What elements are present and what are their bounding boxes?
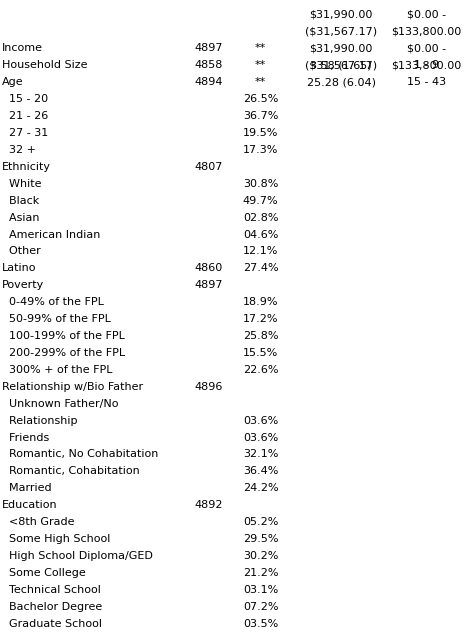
Text: 30.8%: 30.8% bbox=[243, 179, 278, 189]
Text: Asian: Asian bbox=[2, 213, 40, 223]
Text: 300% + of the FPL: 300% + of the FPL bbox=[2, 365, 113, 375]
Text: 18.9%: 18.9% bbox=[243, 297, 278, 308]
Text: 15 - 43: 15 - 43 bbox=[407, 77, 446, 87]
Text: $133,800.00: $133,800.00 bbox=[392, 26, 462, 37]
Text: 1 - 9: 1 - 9 bbox=[414, 60, 439, 71]
Text: $0.00 -: $0.00 - bbox=[407, 44, 446, 53]
Text: Friends: Friends bbox=[2, 433, 50, 442]
Text: Latino: Latino bbox=[2, 263, 37, 273]
Text: Romantic, No Cohabitation: Romantic, No Cohabitation bbox=[2, 449, 159, 460]
Text: 17.2%: 17.2% bbox=[243, 314, 278, 324]
Text: ($31,567.17): ($31,567.17) bbox=[305, 26, 377, 37]
Text: Bachelor Degree: Bachelor Degree bbox=[2, 602, 102, 612]
Text: 15 - 20: 15 - 20 bbox=[2, 94, 48, 104]
Text: $31,990.00: $31,990.00 bbox=[310, 44, 373, 53]
Text: Relationship: Relationship bbox=[2, 415, 78, 426]
Text: 04.6%: 04.6% bbox=[243, 230, 278, 239]
Text: **: ** bbox=[255, 44, 266, 53]
Text: Some College: Some College bbox=[2, 568, 86, 578]
Text: Household Size: Household Size bbox=[2, 60, 88, 71]
Text: Education: Education bbox=[2, 500, 58, 510]
Text: 24.2%: 24.2% bbox=[243, 483, 279, 493]
Text: High School Diploma/GED: High School Diploma/GED bbox=[2, 551, 153, 561]
Text: 15.5%: 15.5% bbox=[243, 348, 278, 358]
Text: Poverty: Poverty bbox=[2, 281, 45, 290]
Text: 03.1%: 03.1% bbox=[243, 585, 278, 595]
Text: 4897: 4897 bbox=[194, 281, 223, 290]
Text: 27 - 31: 27 - 31 bbox=[2, 128, 49, 138]
Text: 25.8%: 25.8% bbox=[243, 331, 278, 341]
Text: 3.58 (1.65): 3.58 (1.65) bbox=[310, 60, 372, 71]
Text: Age: Age bbox=[2, 77, 24, 87]
Text: 32.1%: 32.1% bbox=[243, 449, 278, 460]
Text: **: ** bbox=[255, 77, 266, 87]
Text: 27.4%: 27.4% bbox=[243, 263, 279, 273]
Text: 4807: 4807 bbox=[194, 162, 223, 172]
Text: 22.6%: 22.6% bbox=[243, 365, 278, 375]
Text: American Indian: American Indian bbox=[2, 230, 101, 239]
Text: 05.2%: 05.2% bbox=[243, 517, 278, 527]
Text: 200-299% of the FPL: 200-299% of the FPL bbox=[2, 348, 126, 358]
Text: 50-99% of the FPL: 50-99% of the FPL bbox=[2, 314, 111, 324]
Text: Black: Black bbox=[2, 196, 40, 205]
Text: White: White bbox=[2, 179, 42, 189]
Text: 4860: 4860 bbox=[194, 263, 223, 273]
Text: $0.00 -: $0.00 - bbox=[407, 10, 446, 20]
Text: Relationship w/Bio Father: Relationship w/Bio Father bbox=[2, 382, 144, 392]
Text: 4896: 4896 bbox=[194, 382, 223, 392]
Text: 4892: 4892 bbox=[194, 500, 223, 510]
Text: $133,800.00: $133,800.00 bbox=[392, 60, 462, 71]
Text: <8th Grade: <8th Grade bbox=[2, 517, 75, 527]
Text: 49.7%: 49.7% bbox=[243, 196, 279, 205]
Text: 12.1%: 12.1% bbox=[243, 247, 278, 256]
Text: 21 - 26: 21 - 26 bbox=[2, 111, 49, 121]
Text: 4858: 4858 bbox=[194, 60, 223, 71]
Text: Other: Other bbox=[2, 247, 41, 256]
Text: Married: Married bbox=[2, 483, 52, 493]
Text: 29.5%: 29.5% bbox=[243, 534, 278, 544]
Text: 19.5%: 19.5% bbox=[243, 128, 278, 138]
Text: 07.2%: 07.2% bbox=[243, 602, 278, 612]
Text: 21.2%: 21.2% bbox=[243, 568, 278, 578]
Text: 36.7%: 36.7% bbox=[243, 111, 278, 121]
Text: Unknown Father/No: Unknown Father/No bbox=[2, 399, 119, 409]
Text: 03.6%: 03.6% bbox=[243, 415, 278, 426]
Text: Income: Income bbox=[2, 44, 43, 53]
Text: ($31,567.17): ($31,567.17) bbox=[305, 60, 377, 71]
Text: 32 +: 32 + bbox=[2, 145, 36, 155]
Text: 36.4%: 36.4% bbox=[243, 466, 278, 476]
Text: 03.5%: 03.5% bbox=[243, 619, 278, 629]
Text: $31,990.00: $31,990.00 bbox=[310, 10, 373, 20]
Text: 4894: 4894 bbox=[194, 77, 223, 87]
Text: Graduate School: Graduate School bbox=[2, 619, 102, 629]
Text: Some High School: Some High School bbox=[2, 534, 111, 544]
Text: 0-49% of the FPL: 0-49% of the FPL bbox=[2, 297, 104, 308]
Text: 30.2%: 30.2% bbox=[243, 551, 278, 561]
Text: 26.5%: 26.5% bbox=[243, 94, 278, 104]
Text: 17.3%: 17.3% bbox=[243, 145, 278, 155]
Text: Romantic, Cohabitation: Romantic, Cohabitation bbox=[2, 466, 140, 476]
Text: 100-199% of the FPL: 100-199% of the FPL bbox=[2, 331, 125, 341]
Text: Ethnicity: Ethnicity bbox=[2, 162, 51, 172]
Text: 03.6%: 03.6% bbox=[243, 433, 278, 442]
Text: 4897: 4897 bbox=[194, 44, 223, 53]
Text: 25.28 (6.04): 25.28 (6.04) bbox=[307, 77, 376, 87]
Text: **: ** bbox=[255, 60, 266, 71]
Text: Technical School: Technical School bbox=[2, 585, 101, 595]
Text: 02.8%: 02.8% bbox=[243, 213, 278, 223]
